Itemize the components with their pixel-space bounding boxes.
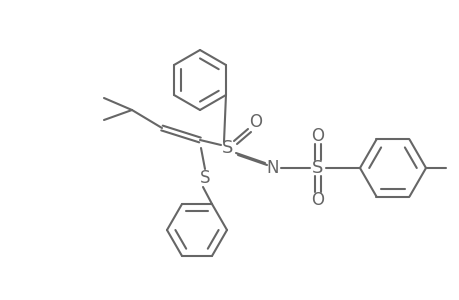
- Text: S: S: [222, 139, 233, 157]
- Text: S: S: [312, 159, 323, 177]
- Text: S: S: [199, 169, 210, 187]
- Text: O: O: [311, 127, 324, 145]
- Text: O: O: [249, 113, 262, 131]
- Text: O: O: [311, 191, 324, 209]
- Text: N: N: [266, 159, 279, 177]
